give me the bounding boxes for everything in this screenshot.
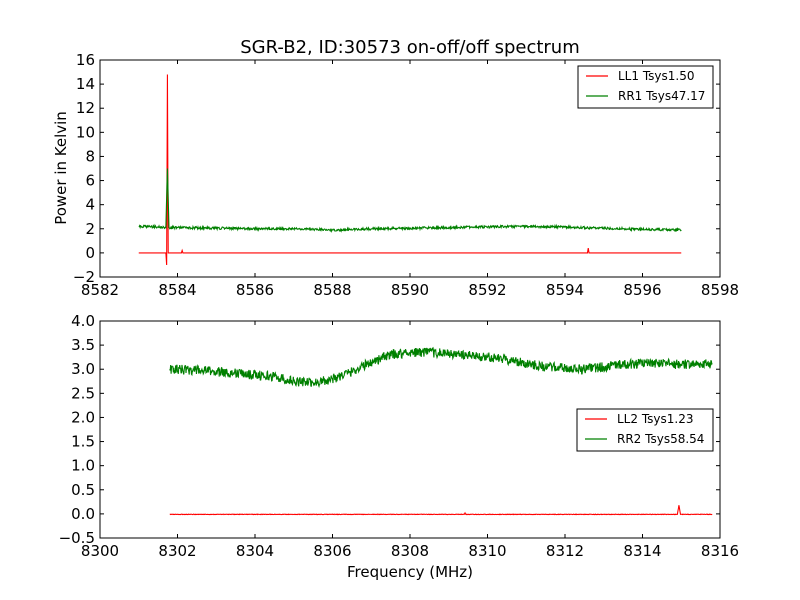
y-tick-label: 12	[76, 99, 95, 117]
x-tick-label: 8302	[158, 542, 196, 560]
x-tick-label: 8310	[468, 542, 506, 560]
y-tick-label: 1.0	[71, 457, 95, 475]
x-tick-label: 8308	[391, 542, 429, 560]
plot-area	[138, 74, 682, 265]
figure-title: SGR-B2, ID:30573 on-off/off spectrum	[240, 37, 580, 58]
legend-label-2: RR1 Tsys47.17	[618, 89, 705, 103]
legend-box	[577, 65, 714, 109]
y-tick-label: 0	[85, 244, 95, 262]
x-tick-label: 8590	[391, 281, 429, 299]
y-tick-label: 2.5	[71, 384, 95, 402]
legend-box	[576, 408, 714, 452]
y-tick-label: 1.5	[71, 433, 95, 451]
x-tick-label: 8314	[623, 542, 661, 560]
x-tick-label: 8312	[546, 542, 584, 560]
y-tick-label: 14	[76, 75, 95, 93]
y-tick-label: 16	[76, 51, 95, 69]
series-line-2	[169, 346, 713, 388]
y-tick-label: 0.5	[71, 481, 95, 499]
y-tick-label: 4	[85, 196, 95, 214]
y-tick-label: 10	[76, 123, 95, 141]
legend-label-2: RR2 Tsys58.54	[617, 432, 704, 446]
x-tick-label: 8592	[468, 281, 506, 299]
bottom-spectrum-panel: 8300 8302 8304 8306 8308 8310 8312 8314 8316 −0.5…	[59, 312, 740, 560]
y-tick-label: 8	[85, 147, 95, 165]
plot-area	[169, 346, 713, 516]
y-tick-label: 4.0	[71, 312, 95, 330]
series-line-1	[138, 74, 682, 265]
x-tick-label: 8584	[158, 281, 196, 299]
x-tick-label: 8598	[701, 281, 739, 299]
x-tick-label: 8316	[701, 542, 739, 560]
series-line-2	[138, 168, 682, 233]
x-tick-label: 8582	[81, 281, 119, 299]
x-tick-label: 8594	[546, 281, 584, 299]
series-line-1	[169, 505, 713, 516]
y-tick-label: 6	[85, 172, 95, 190]
y-tick-label: 0.0	[71, 505, 95, 523]
y-tick-label: 3.5	[71, 336, 95, 354]
y-tick-label: 2	[85, 220, 95, 238]
legend-label-1: LL2 Tsys1.23	[617, 412, 694, 426]
y-tick-label: 2.0	[71, 408, 95, 426]
legend-label-1: LL1 Tsys1.50	[618, 69, 695, 83]
y-tick-label: 3.0	[71, 360, 95, 378]
x-axis-label: Frequency (MHz)	[347, 563, 473, 581]
y-tick-label: −2	[73, 268, 95, 286]
x-tick-label: 8304	[236, 542, 274, 560]
x-tick-label: 8306	[313, 542, 351, 560]
top-spectrum-panel: 8582 8584 8586 8588 8590 8592 8594 8596 8598 −2 0 2…	[73, 51, 739, 299]
x-tick-label: 8596	[623, 281, 661, 299]
x-tick-label: 8586	[236, 281, 274, 299]
y-tick-label: −0.5	[59, 529, 95, 547]
legend: LL1 Tsys1.50 RR1 Tsys47.17	[577, 65, 714, 109]
y-axis-label: Power in Kelvin	[52, 111, 70, 225]
x-tick-label: 8300	[81, 542, 119, 560]
x-tick-label: 8588	[313, 281, 351, 299]
legend: LL2 Tsys1.23 RR2 Tsys58.54	[576, 408, 714, 452]
